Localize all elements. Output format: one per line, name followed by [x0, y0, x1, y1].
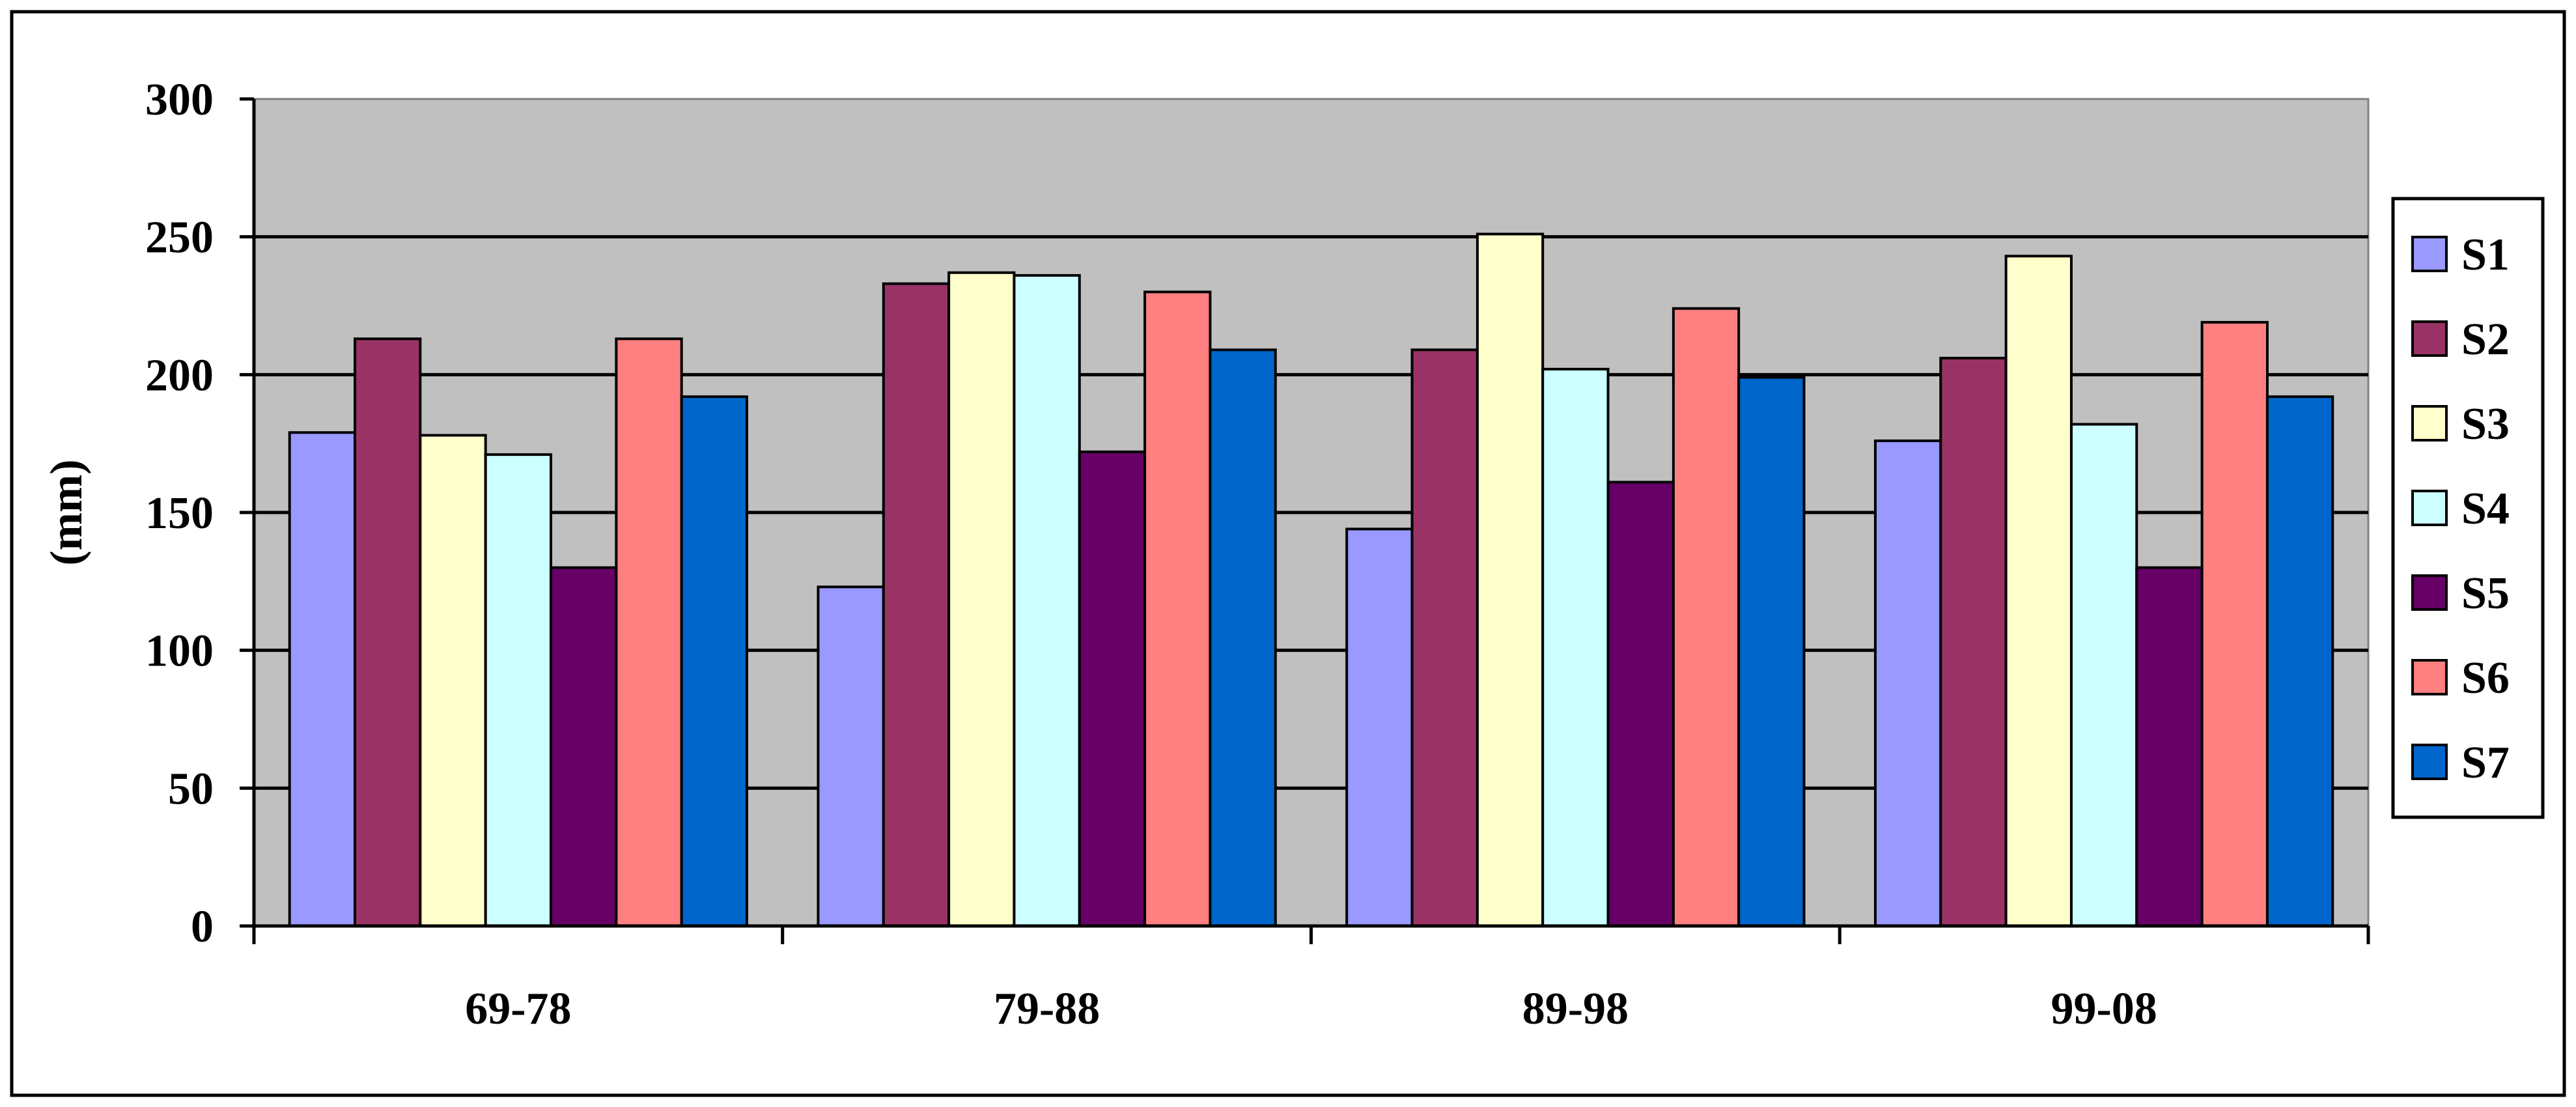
x-tick-label: 69-78	[465, 984, 571, 1034]
legend-label-s4: S4	[2461, 484, 2510, 534]
bar-s7-79-88	[1209, 348, 1277, 927]
legend-swatch-s4	[2411, 490, 2448, 526]
axes	[240, 97, 2370, 944]
legend-swatch-s6	[2411, 659, 2448, 695]
legend-swatch-s3	[2411, 405, 2448, 441]
bar-s2-99-08	[1939, 356, 2008, 927]
bar-s6-89-98	[1672, 307, 1741, 927]
legend: S1 S2 S3 S4 S5 S6 S7	[2391, 197, 2545, 819]
bar-s5-89-98	[1606, 481, 1675, 927]
y-tick-label: 250	[145, 213, 214, 263]
bars	[288, 232, 2334, 928]
bar-s4-69-78	[484, 453, 553, 927]
bar-s3-89-98	[1476, 232, 1545, 927]
bar-s5-99-08	[2135, 566, 2204, 927]
y-tick-label: 300	[145, 75, 214, 125]
bar-s7-89-98	[1737, 376, 1806, 927]
legend-label-s1: S1	[2461, 230, 2510, 280]
legend-label-s7: S7	[2461, 738, 2510, 788]
bar-s5-69-78	[550, 566, 618, 927]
y-tick-label: 200	[145, 350, 214, 400]
bar-s1-89-98	[1345, 527, 1414, 927]
y-tick-label: 150	[145, 488, 214, 539]
y-tick-label: 100	[145, 626, 214, 677]
bar-s1-69-78	[288, 431, 357, 927]
bar-s5-79-88	[1078, 450, 1147, 927]
bar-s2-69-78	[354, 337, 422, 927]
bar-s3-99-08	[2004, 255, 2073, 927]
bar-s4-89-98	[1541, 367, 1610, 927]
legend-label-s6: S6	[2461, 653, 2510, 703]
legend-label-s2: S2	[2461, 315, 2510, 365]
bar-s2-79-88	[882, 282, 951, 927]
legend-swatch-s7	[2411, 744, 2448, 780]
legend-label-s5: S5	[2461, 568, 2510, 619]
legend-swatch-s1	[2411, 236, 2448, 272]
bar-s4-79-88	[1013, 273, 1081, 927]
bar-s3-69-78	[419, 434, 487, 927]
x-tick-label: 89-98	[1522, 984, 1629, 1034]
bar-s1-79-88	[817, 585, 885, 927]
x-tick-label: 79-88	[994, 984, 1100, 1034]
y-tick-label: 50	[168, 764, 214, 814]
y-axis-title: (mm)	[42, 459, 92, 565]
legend-swatch-s5	[2411, 574, 2448, 611]
bar-s4-99-08	[2069, 423, 2138, 927]
bar-s6-99-08	[2200, 320, 2269, 927]
tick-labels: 0 50 100 150 200 250 300 69-78 79-88 89-98 99-08	[145, 75, 2157, 1034]
legend-label-s3: S3	[2461, 399, 2510, 449]
bar-s3-79-88	[947, 271, 1016, 927]
bar-s1-99-08	[1873, 439, 1942, 927]
bar-s7-69-78	[680, 395, 749, 927]
bar-s6-69-78	[615, 337, 683, 927]
bar-s7-99-08	[2265, 395, 2334, 927]
legend-swatch-s2	[2411, 320, 2448, 357]
x-tick-label: 99-08	[2051, 984, 2157, 1034]
bar-s6-79-88	[1143, 290, 1212, 928]
y-tick-label: 0	[191, 902, 214, 952]
bar-s2-89-98	[1410, 348, 1479, 927]
